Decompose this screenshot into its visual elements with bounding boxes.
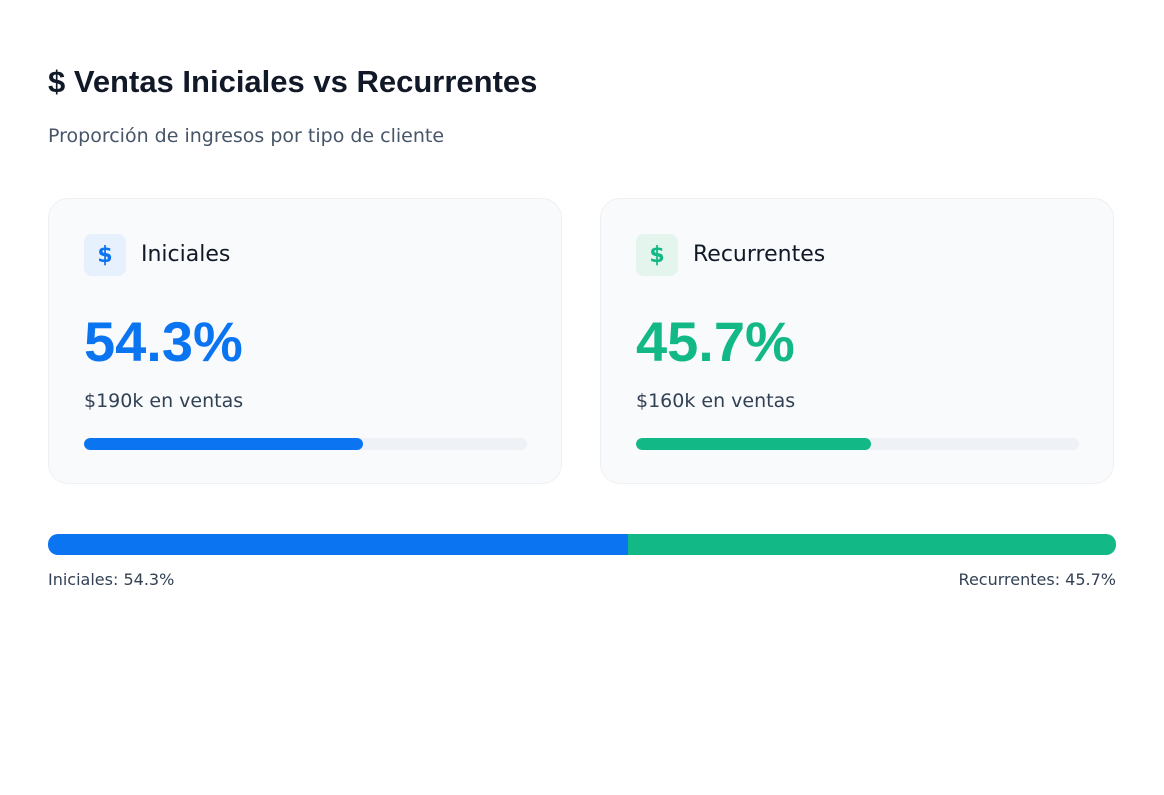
card-name: Iniciales [141, 242, 231, 267]
split-label: Iniciales: 54.3% [48, 570, 175, 589]
split-segment [48, 534, 628, 555]
card-sales: $160k en ventas [636, 390, 796, 412]
split-segment [627, 534, 1116, 555]
progress-track [84, 438, 527, 450]
card: $ Iniciales 54.3% $190k en ventas [48, 198, 562, 484]
card-share: 45.7% [636, 310, 795, 373]
title: $ Ventas Iniciales vs Recurrentes [48, 64, 538, 99]
card-share: 54.3% [84, 310, 243, 373]
card-sales: $190k en ventas [84, 390, 244, 412]
split-label: Recurrentes: 45.7% [958, 570, 1116, 589]
progress-track [636, 438, 1079, 450]
progress-fill [84, 438, 364, 450]
subtitle: Proporción de ingresos por tipo de clien… [48, 125, 445, 147]
progress-fill [636, 438, 871, 450]
card: $ Recurrentes 45.7% $160k en ventas [600, 198, 1114, 484]
card-icon: $ [636, 234, 678, 276]
card-icon: $ [84, 234, 126, 276]
card-name: Recurrentes [693, 242, 826, 267]
split-bar [48, 534, 1116, 555]
